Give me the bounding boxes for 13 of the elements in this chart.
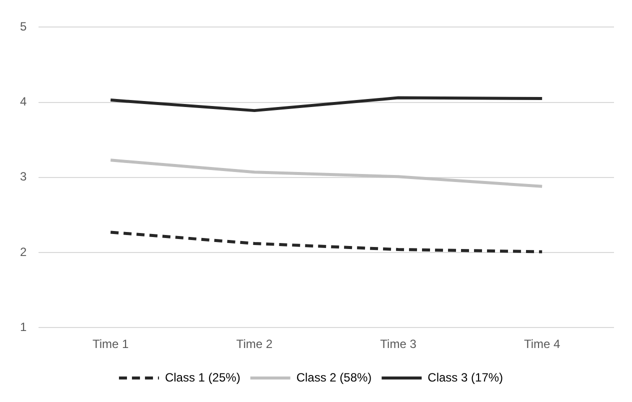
y-tick-label: 3 [20, 170, 27, 184]
legend-label: Class 1 (25%) [164, 370, 240, 384]
legend-label: Class 2 (58%) [296, 370, 372, 384]
line-series [109, 230, 544, 254]
y-tick-label: 1 [20, 320, 27, 334]
y-tick-label: 4 [20, 94, 27, 109]
y-tick-label: 2 [20, 244, 27, 259]
x-tick-label: Time 3 [380, 337, 417, 352]
y-tick-label: 5 [20, 20, 27, 34]
x-tick-label: Time 4 [524, 337, 561, 352]
x-tick-label: Time 1 [92, 337, 130, 352]
legend-label: Class 3 (17%) [428, 370, 504, 384]
x-tick-label: Time 2 [236, 337, 273, 352]
